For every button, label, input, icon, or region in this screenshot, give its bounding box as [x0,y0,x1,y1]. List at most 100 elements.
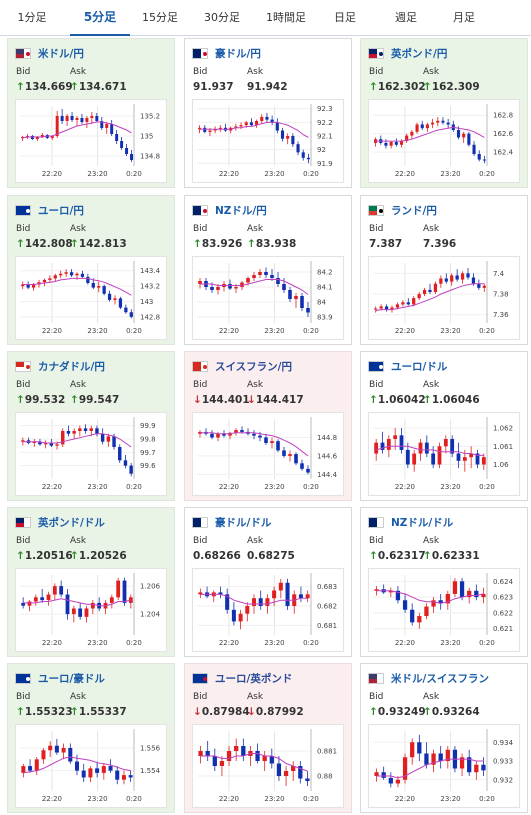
ask-label: Ask [247,67,264,77]
candle-body [456,453,461,461]
card-header: 英ポンド/円 [368,45,447,61]
mini-chart[interactable]: 22:20 23:20 0:20 84.2 84.1 84 83.9 [192,256,344,340]
ask-value: ↑1.06046 [423,394,480,406]
tab-1hour[interactable]: 1時間足 [266,11,306,24]
mini-chart[interactable]: 22:20 23:20 0:20 7.4 7.38 7.36 [368,256,520,340]
currency-pair-link[interactable]: スイスフラン/円 [215,360,293,373]
rate-card[interactable]: NZドル/ドル Bid Ask ↑0.62317 ↑0.62331 22:20 23:20 0… [360,507,528,657]
currency-pair-link[interactable]: ユーロ/ドル [391,360,448,373]
y-tick-label: 144.8 [317,434,337,442]
mini-chart[interactable]: 22:20 23:20 0:20 92.3 92.2 92.1 92 91.9 [192,99,344,183]
mini-chart[interactable]: 22:20 23:20 0:20 162.8 162.6 162.4 [368,99,520,183]
mini-chart[interactable]: 22:20 23:20 0:20 1.556 1.554 [15,724,167,808]
tab-weekly[interactable]: 週足 [395,11,417,24]
currency-pair-link[interactable]: ユーロ/豪ドル [38,672,105,685]
tab-1min[interactable]: 1分足 [17,11,47,24]
rate-card[interactable]: 米ドル/スイスフラン Bid Ask ↑0.93249 ↑0.93264 22:20 23:… [360,663,528,813]
currency-pair-link[interactable]: NZドル/円 [215,204,267,217]
candle-body [27,601,32,606]
candle-body [445,593,450,604]
rate-card[interactable]: スイスフラン/円 Bid Ask ↓144.401 ↓144.417 22:20 23:20… [184,351,352,501]
x-tick-label: 0:20 [126,639,142,647]
currency-pair-link[interactable]: ユーロ/英ポンド [215,672,293,685]
candle-body [107,293,112,300]
x-tick-label: 22:20 [42,639,62,647]
currency-pair-link[interactable]: 豪ドル/ドル [215,516,272,529]
x-tick-label: 23:20 [87,639,107,647]
x-tick-label: 0:20 [126,483,142,491]
y-tick-label: 0.683 [317,583,337,591]
currency-pair-link[interactable]: NZドル/ドル [391,516,454,529]
candle-body [118,298,123,308]
card-header: NZドル/ドル [368,514,453,530]
mini-chart[interactable]: 22:20 23:20 0:20 1.206 1.204 [15,568,167,652]
bid-label: Bid [16,224,31,234]
mini-chart[interactable]: 22:20 23:20 0:20 0.683 0.682 0.681 [192,568,344,652]
candle-body [469,453,474,458]
currency-pair-link[interactable]: 英ポンド/円 [391,47,448,60]
ask-price: 1.06046 [431,394,480,406]
mini-chart[interactable]: 22:20 23:20 0:20 135.2 135 134.8 [15,99,167,183]
candle-body [249,122,253,126]
y-tick-label: 0.623 [493,594,513,602]
mini-chart[interactable]: 22:20 23:20 0:20 99.9 99.8 99.7 99.6 [15,412,167,496]
currency-pair-link[interactable]: カナダドル/円 [38,360,105,373]
candlestick-chart: 22:20 23:20 0:20 1.206 1.204 [20,573,161,647]
candlestick-chart: 22:20 23:20 0:20 1.556 1.554 [20,729,161,803]
currency-pair-link[interactable]: ランド/円 [391,204,437,217]
rate-card[interactable]: 英ポンド/円 Bid Ask ↑162.302 ↑162.309 22:20 23:20 0:… [360,38,528,188]
candle-body [380,442,385,450]
candle-body [42,279,47,283]
mini-chart[interactable]: 22:20 23:20 0:20 0.624 0.623 0.622 0.621 [368,568,520,652]
mini-chart[interactable]: 22:20 23:20 0:20 0.881 0.88 [192,724,344,808]
rate-card[interactable]: ランド/円 Bid Ask 7.387 7.396 22:20 23:20 0:20 7.4 7.… [360,195,528,345]
candle-body [270,275,274,278]
moving-average-line [22,121,132,139]
card-header: スイスフラン/円 [192,358,292,374]
candle-body [456,130,461,138]
candle-body [260,116,264,121]
candlestick-chart: 22:20 23:20 0:20 1.062 1.061 1.06 [373,417,513,491]
candle-body [80,118,84,122]
currency-pair-link[interactable]: 英ポンド/ドル [38,516,105,529]
rate-card[interactable]: ユーロ/ドル Bid Ask ↑1.06042 ↑1.06046 22:20 23:20 0:… [360,351,528,501]
tab-15min[interactable]: 15分足 [142,11,178,24]
currency-pair-link[interactable]: 米ドル/円 [38,47,84,60]
mini-chart[interactable]: 22:20 23:20 0:20 144.8 144.6 144.4 [192,412,344,496]
x-tick-label: 23:20 [87,483,107,491]
candlestick-chart: 22:20 23:20 0:20 162.8 162.6 162.4 [373,104,514,178]
rate-card[interactable]: 英ポンド/ドル Bid Ask ↑1.20516 ↑1.20526 22:20 23:20 0… [7,507,175,657]
bid-price: 1.06042 [377,394,426,406]
currency-pair-link[interactable]: 豪ドル/円 [215,47,261,60]
currency-pair-link[interactable]: 米ドル/スイスフラン [391,672,490,685]
tab-monthly[interactable]: 月足 [453,11,475,24]
candle-body [467,757,472,773]
rate-card[interactable]: カナダドル/円 Bid Ask ↑99.532 ↑99.547 22:20 23:20 0:2… [7,351,175,501]
rate-card[interactable]: 米ドル/円 Bid Ask ↑134.669 ↑134.671 22:20 23:20 0:2… [7,38,175,188]
rate-card[interactable]: ユーロ/円 Bid Ask ↑142.808 ↑142.813 22:20 23:20 0:2… [7,195,175,345]
ask-value: ↑0.93264 [423,706,480,718]
rate-card[interactable]: 豪ドル/ドル Bid Ask 0.68266 0.68275 22:20 23:20 0:20… [184,507,352,657]
currency-pair-link[interactable]: ユーロ/円 [38,204,84,217]
rate-card[interactable]: ユーロ/英ポンド Bid Ask ↓0.87984 ↓0.87992 22:20 23:20… [184,663,352,813]
mini-chart[interactable]: 22:20 23:20 0:20 143.4 143.2 143 142.8 [15,256,167,340]
tab-5min[interactable]: 5分足 [70,0,130,36]
candle-body [48,745,53,751]
x-tick-label: 23:20 [87,327,107,335]
ask-label: Ask [423,692,440,702]
bid-label: Bid [369,380,384,390]
rate-card[interactable]: ユーロ/豪ドル Bid Ask ↑1.55323 ↑1.55337 22:20 23:20 0… [7,663,175,813]
y-tick-label: 143 [140,298,153,306]
mini-chart[interactable]: 22:20 23:20 0:20 0.934 0.933 0.932 [368,724,520,808]
candle-body [437,446,442,465]
rate-card[interactable]: 豪ドル/円 Bid Ask 91.937 91.942 22:20 23:20 0:20 92.… [184,38,352,188]
rate-card[interactable]: NZドル/円 Bid Ask ↑83.926 ↑83.938 22:20 23:20 0:20… [184,195,352,345]
tab-30min[interactable]: 30分足 [204,11,240,24]
currency-flag-icon [15,47,31,59]
candle-body [198,127,202,130]
candlestick-chart: 22:20 23:20 0:20 0.624 0.623 0.622 0.621 [373,573,514,647]
moving-average-line [200,753,308,772]
candle-body [113,298,117,300]
tab-daily[interactable]: 日足 [334,11,356,24]
mini-chart[interactable]: 22:20 23:20 0:20 1.062 1.061 1.06 [368,412,520,496]
